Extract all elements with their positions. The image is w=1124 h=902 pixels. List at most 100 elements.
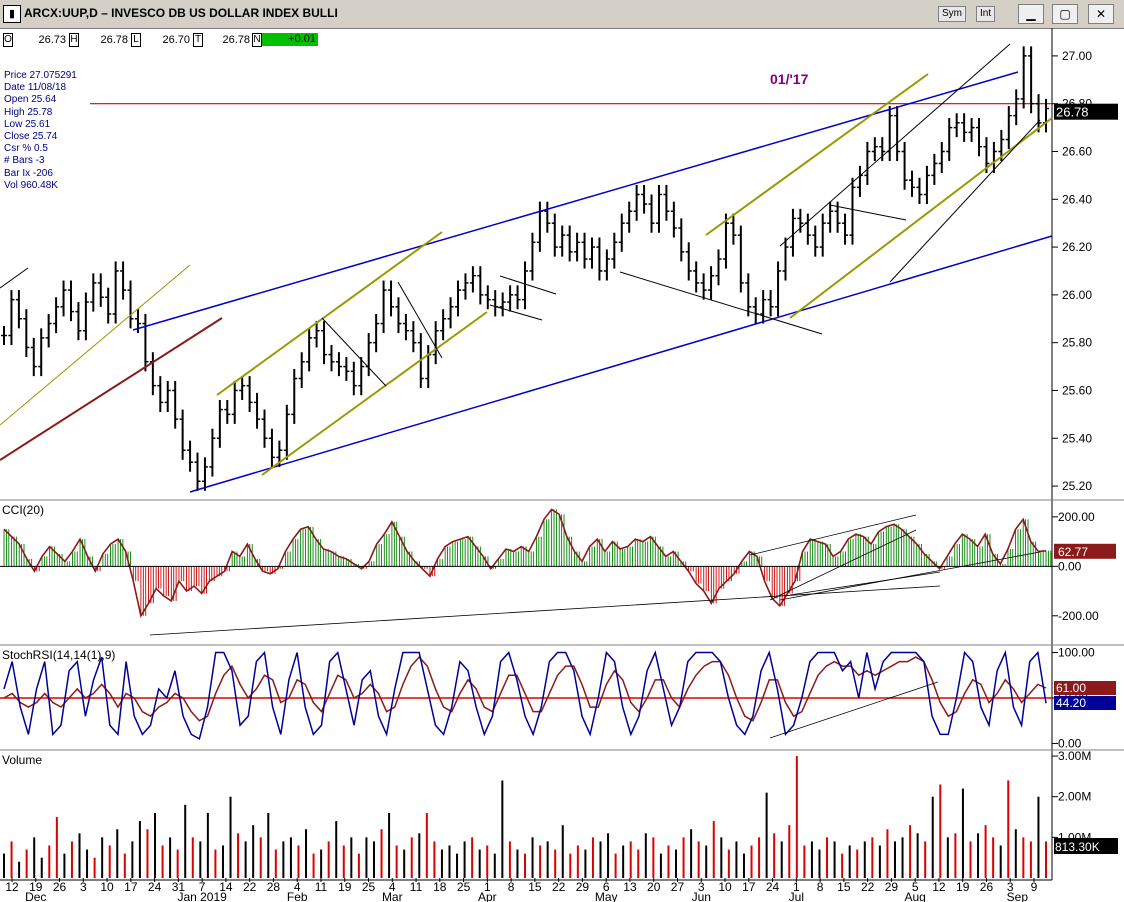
volume-bar xyxy=(735,841,738,878)
volume-bar xyxy=(727,849,730,878)
cci-value-label: 62.77 xyxy=(1058,545,1088,559)
price-bar xyxy=(529,232,536,281)
price-bar xyxy=(596,237,603,281)
x-tick-label: 3 xyxy=(698,880,705,894)
volume-bar xyxy=(659,853,662,878)
price-bar xyxy=(291,368,298,424)
price-bar xyxy=(283,404,290,460)
price-bar xyxy=(514,285,521,310)
info-date: Date 11/08/18 xyxy=(4,82,67,94)
price-bar xyxy=(693,261,700,293)
price-bar xyxy=(737,225,744,293)
price-bar xyxy=(97,273,104,307)
volume-bar xyxy=(1022,837,1025,878)
price-bar xyxy=(402,313,409,341)
price-bar xyxy=(492,290,499,317)
volume-bar xyxy=(969,841,972,878)
price-bar xyxy=(685,242,692,281)
x-tick-label: 9 xyxy=(1031,880,1038,894)
volume-bar xyxy=(297,845,300,878)
open-label: O xyxy=(3,33,13,47)
volume-bar xyxy=(10,841,13,878)
price-bar xyxy=(849,177,856,245)
price-bar xyxy=(201,457,208,491)
maximize-icon[interactable]: ▢ xyxy=(1052,4,1078,24)
volume-bar xyxy=(554,849,557,878)
price-bar xyxy=(715,249,722,286)
volume-bar xyxy=(863,841,866,878)
price-bar xyxy=(879,137,886,162)
price-bar xyxy=(931,153,938,185)
price-bar xyxy=(551,213,558,257)
price-bar xyxy=(946,118,953,162)
volume-bar xyxy=(48,845,51,878)
price-bar xyxy=(953,113,960,138)
volume-bar xyxy=(18,861,21,878)
price-bar xyxy=(432,321,439,365)
volume-bar xyxy=(501,780,504,878)
volume-bar xyxy=(652,837,655,878)
x-tick-label: 10 xyxy=(100,880,114,894)
price-bar xyxy=(261,409,268,448)
sym-button[interactable]: Sym xyxy=(938,6,966,22)
price-bar xyxy=(559,225,566,257)
volume-bar xyxy=(818,849,821,878)
volume-bar xyxy=(591,837,594,878)
volume-bar xyxy=(40,857,43,878)
volume-bar xyxy=(25,849,28,878)
x-tick-label: 22 xyxy=(861,880,875,894)
x-tick-label: 15 xyxy=(528,880,542,894)
volume-bar xyxy=(388,812,391,878)
int-button[interactable]: Int xyxy=(976,6,996,22)
cci-tick-label: 200.00 xyxy=(1058,510,1095,524)
volume-bar xyxy=(55,817,58,878)
price-bar xyxy=(358,357,365,396)
flag-line-feb xyxy=(321,317,387,387)
volume-bar xyxy=(939,784,942,878)
price-bar xyxy=(797,208,804,233)
high-value: 26.78 xyxy=(100,34,128,46)
volume-value-box xyxy=(1054,838,1118,854)
annotation-label: 01/'17 xyxy=(770,71,809,87)
price-bar xyxy=(1035,94,1042,133)
volume-bar xyxy=(440,849,443,878)
volume-bar xyxy=(622,845,625,878)
olive-channel-lower-1 xyxy=(261,311,488,476)
price-bar xyxy=(804,213,811,245)
thin-down-line xyxy=(619,271,823,335)
volume-tick-label: 2.00M xyxy=(1058,790,1091,804)
price-bar xyxy=(641,184,648,214)
info-low: Low 25.61 xyxy=(4,118,51,130)
window-title: ARCX:UUP,D – INVESCO DB US DOLLAR INDEX … xyxy=(24,6,338,20)
price-bar xyxy=(313,321,320,348)
x-tick-label: 11 xyxy=(410,880,423,894)
stochrsi-slow-box xyxy=(1054,681,1116,695)
info-close: Close 25.74 xyxy=(4,131,58,143)
close-icon[interactable]: ✕ xyxy=(1088,4,1114,24)
price-bar xyxy=(75,302,82,341)
volume-bar xyxy=(629,841,632,878)
volume-bar xyxy=(788,825,791,878)
title-bar: ▮ ARCX:UUP,D – INVESCO DB US DOLLAR INDE… xyxy=(0,0,1124,29)
minimize-icon[interactable]: ▁ xyxy=(1018,4,1044,24)
x-tick-label: 8 xyxy=(508,880,515,894)
price-bar xyxy=(909,170,916,197)
volume-bar xyxy=(780,841,783,878)
stochrsi-tick-label: 0.00 xyxy=(1058,736,1082,750)
close-value: 26.78 xyxy=(222,34,250,46)
volume-bar xyxy=(584,849,587,878)
price-bar xyxy=(455,280,462,317)
cci-trend-line xyxy=(769,529,917,601)
x-tick-label: 26 xyxy=(980,880,994,894)
info-bar-ix: Bar Ix -206 xyxy=(4,167,53,179)
price-bar xyxy=(871,137,878,162)
olive-channel-upper-1 xyxy=(216,231,443,396)
x-month-label: Aug xyxy=(904,890,925,902)
cci-trend-line xyxy=(749,514,917,556)
price-bar xyxy=(462,273,469,300)
volume-bar xyxy=(335,821,338,878)
price-bar xyxy=(678,218,685,262)
volume-bar xyxy=(705,845,708,878)
volume-bar xyxy=(282,841,285,878)
